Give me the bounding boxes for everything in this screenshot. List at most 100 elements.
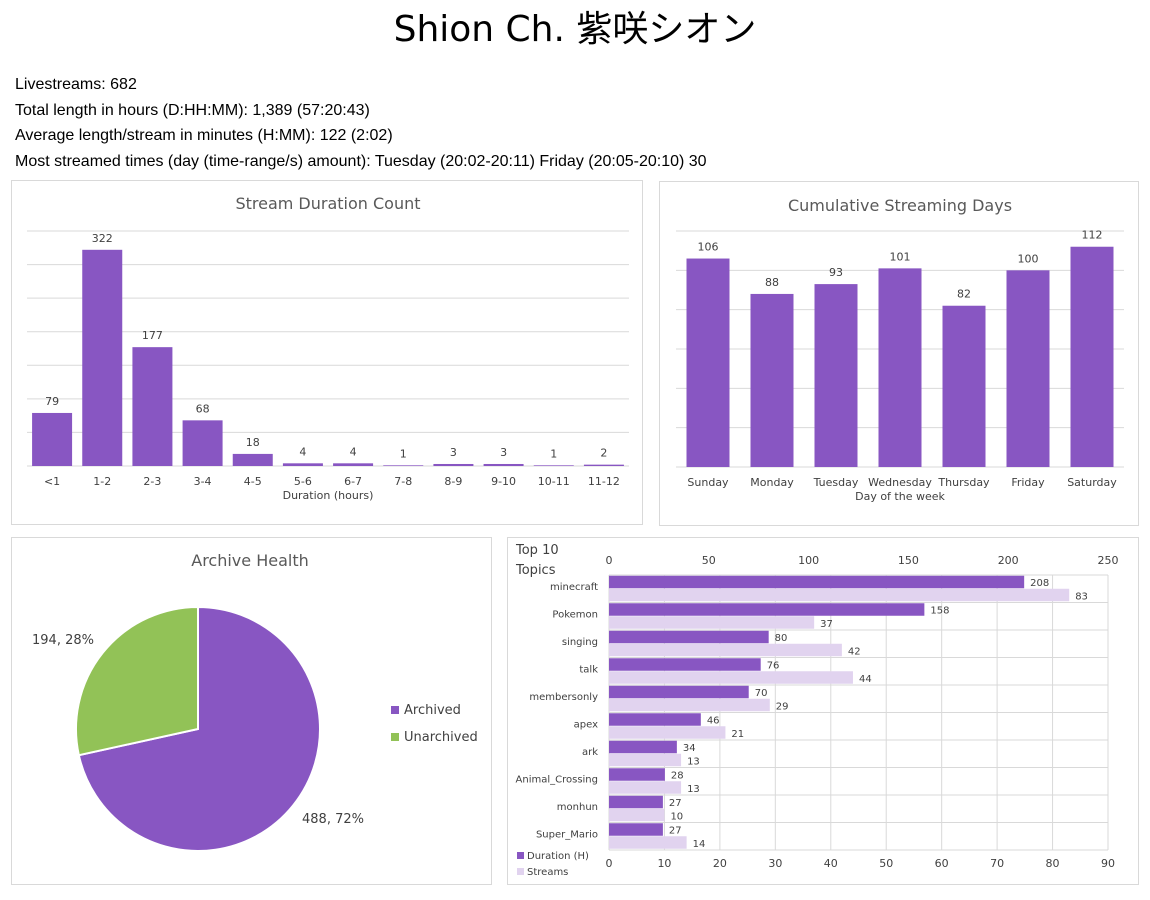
data-label: 34 <box>683 743 696 754</box>
chart-title: Archive Health <box>191 551 309 570</box>
bar <box>433 463 474 466</box>
bar <box>814 284 858 467</box>
bottom-axis-tick: 10 <box>657 857 671 870</box>
legend-swatch <box>391 733 399 741</box>
pie-data-label: 194, 28% <box>32 633 94 648</box>
x-tick-label: Monday <box>750 476 794 489</box>
category-label: Pokemon <box>552 609 598 620</box>
duration-bar <box>609 795 663 809</box>
bar <box>333 463 374 466</box>
bottom-axis-tick: 60 <box>935 857 949 870</box>
bottom-axis-tick: 20 <box>713 857 727 870</box>
x-tick-label: 11-12 <box>588 475 620 488</box>
duration-bar <box>609 685 749 699</box>
data-label: 44 <box>859 674 872 685</box>
top-axis-tick: 50 <box>702 554 716 567</box>
bar <box>1070 246 1114 467</box>
stat-total-length: Total length in hours (D:HH:MM): 1,389 (… <box>15 101 370 119</box>
data-label: 14 <box>693 839 706 850</box>
streams-bar <box>609 781 682 794</box>
chart-title: Stream Duration Count <box>235 194 420 213</box>
x-tick-label: 1-2 <box>93 475 111 488</box>
chart-title-line: Top 10 <box>515 543 559 558</box>
x-tick-label: 8-9 <box>444 475 462 488</box>
bar <box>686 258 730 467</box>
data-label: 322 <box>92 232 113 245</box>
bar <box>132 347 173 466</box>
bar <box>942 305 986 467</box>
data-label: 13 <box>687 756 700 767</box>
category-label: apex <box>574 719 598 730</box>
category-label: monhun <box>557 802 598 813</box>
x-tick-label: <1 <box>44 475 60 488</box>
data-label: 1 <box>400 447 407 460</box>
bar <box>533 465 574 466</box>
data-label: 13 <box>687 784 700 795</box>
x-tick-label: Friday <box>1011 476 1045 489</box>
x-tick-label: Tuesday <box>813 476 859 489</box>
bar <box>282 463 323 466</box>
x-axis-title: Day of the week <box>855 490 945 503</box>
stat-livestreams: Livestreams: 682 <box>15 76 137 93</box>
category-label: minecraft <box>550 582 598 593</box>
streams-bar <box>609 588 1070 602</box>
duration-bar <box>609 630 769 644</box>
data-label: 208 <box>1030 578 1049 589</box>
data-label: 83 <box>1075 591 1088 602</box>
data-label: 2 <box>600 447 607 460</box>
top-axis-tick: 200 <box>998 554 1019 567</box>
data-label: 68 <box>196 402 210 415</box>
bar <box>750 293 794 467</box>
chart-title-line: Topics <box>515 563 556 578</box>
bottom-axis-tick: 70 <box>990 857 1004 870</box>
x-tick-label: Saturday <box>1067 476 1117 489</box>
data-label: 21 <box>731 729 744 740</box>
legend-label: Unarchived <box>404 730 478 745</box>
data-label: 1 <box>550 447 557 460</box>
category-label: Animal_Crossing <box>516 774 598 785</box>
streams-bar <box>609 643 842 657</box>
data-label: 79 <box>45 395 59 408</box>
top-axis-tick: 250 <box>1098 554 1119 567</box>
streams-bar <box>609 836 687 849</box>
duration-bar <box>609 575 1025 589</box>
bar <box>82 249 123 466</box>
bar <box>182 420 223 466</box>
streams-bar <box>609 808 665 822</box>
streaming-days-chart: Cumulative Streaming Days 106 Sunday 88 Mond… <box>659 181 1139 526</box>
legend-label: Archived <box>404 703 461 718</box>
data-label: 80 <box>775 633 788 644</box>
data-label: 27 <box>669 798 682 809</box>
data-label: 112 <box>1082 229 1103 242</box>
x-tick-label: Sunday <box>687 476 729 489</box>
x-tick-label: 4-5 <box>244 475 262 488</box>
bottom-axis-tick: 0 <box>606 857 613 870</box>
x-tick-label: 9-10 <box>491 475 516 488</box>
bar <box>878 268 922 467</box>
duration-bar <box>609 713 701 726</box>
bottom-axis-tick: 40 <box>824 857 838 870</box>
bottom-axis-tick: 50 <box>879 857 893 870</box>
bottom-axis-tick: 90 <box>1101 857 1115 870</box>
x-tick-label: Thursday <box>937 476 990 489</box>
top-axis-tick: 150 <box>898 554 919 567</box>
stats-block: Livestreams: 682 Total length in hours (… <box>15 72 707 174</box>
bottom-axis-tick: 80 <box>1046 857 1060 870</box>
data-label: 27 <box>669 825 682 836</box>
streams-bar <box>609 671 853 684</box>
x-tick-label: 5-6 <box>294 475 312 488</box>
bar <box>483 463 524 466</box>
data-label: 76 <box>767 660 780 671</box>
data-label: 28 <box>671 770 684 781</box>
data-label: 3 <box>500 446 507 459</box>
category-label: membersonly <box>529 692 598 703</box>
x-tick-label: 2-3 <box>143 475 161 488</box>
duration-bar <box>609 740 677 754</box>
top-axis-tick: 100 <box>798 554 819 567</box>
data-label: 177 <box>142 329 163 342</box>
duration-bar <box>609 658 761 671</box>
pie-slice <box>77 605 321 852</box>
data-label: 93 <box>829 266 843 279</box>
x-tick-label: 3-4 <box>194 475 212 488</box>
duration-bar <box>609 603 925 616</box>
